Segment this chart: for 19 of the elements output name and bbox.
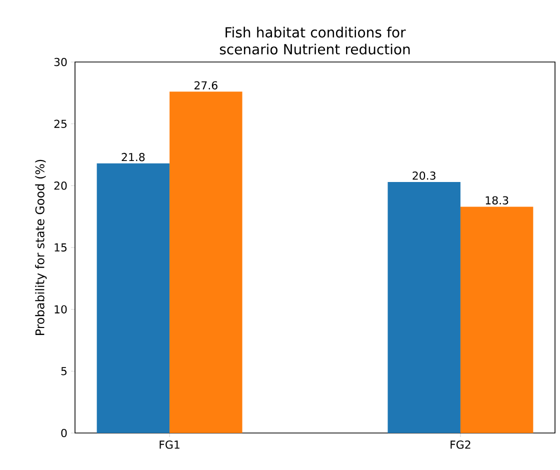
bar <box>388 182 460 433</box>
bar <box>460 206 534 433</box>
data-label: 20.3 <box>412 171 436 180</box>
y-axis-title: Probability for state Good (%) <box>35 160 47 335</box>
y-tick-label: 15 <box>54 243 67 252</box>
y-tick-label: 30 <box>54 58 67 66</box>
y-tick-label: 20 <box>54 182 67 190</box>
y-tick-label: 0 <box>61 428 67 438</box>
data-label: 18.3 <box>486 196 508 204</box>
data-label: 27.6 <box>194 81 218 90</box>
bar <box>170 92 242 433</box>
chart-title: Fish habitat conditions for scenario Nutrient reduction <box>220 26 410 55</box>
y-tick-label: 5 <box>61 367 67 376</box>
y-tick-label: 25 <box>54 120 67 128</box>
x-tick-label: FG2 <box>450 440 470 449</box>
y-tick-label: 10 <box>54 305 67 314</box>
data-label: 21.8 <box>122 152 145 162</box>
bar <box>96 163 170 433</box>
x-tick-label: FG1 <box>160 440 180 449</box>
